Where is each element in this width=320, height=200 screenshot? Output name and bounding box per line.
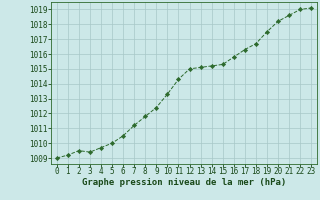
X-axis label: Graphe pression niveau de la mer (hPa): Graphe pression niveau de la mer (hPa)	[82, 178, 286, 187]
